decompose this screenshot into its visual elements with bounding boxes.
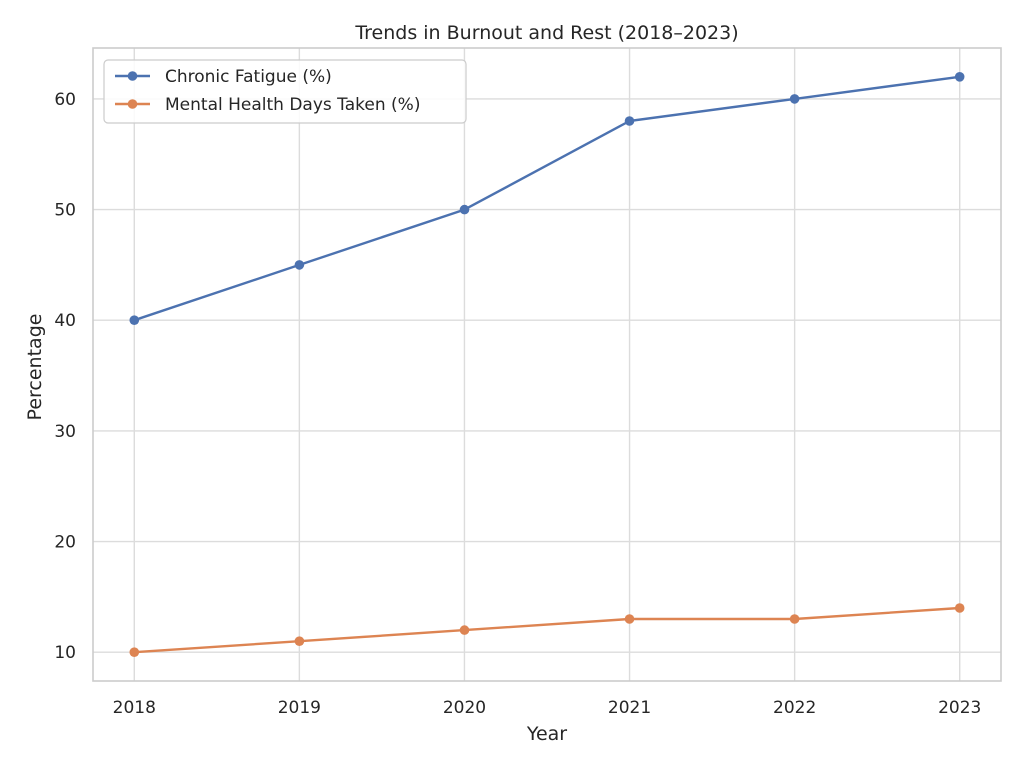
y-tick-label: 10 (54, 643, 76, 663)
legend-mental-health-days-label: Mental Health Days Taken (%) (165, 95, 420, 115)
x-tick-label: 2023 (938, 698, 981, 718)
y-tick-label: 60 (54, 90, 76, 110)
data-point-mental-health-days-taken-2022 (789, 614, 800, 624)
axes: 2018 2019 2020 2021 2022 2023 10 20 30 40 50 60 (54, 47, 1002, 718)
data-point-mental-health-days-taken-2023 (954, 603, 965, 613)
data-point-chronic-fatigue-2022 (789, 94, 800, 104)
legend-chronic-fatigue-marker (127, 71, 138, 81)
series-lines (133, 75, 961, 654)
series-line-mental-health-days-taken (133, 606, 961, 654)
series-line-chronic-fatigue (133, 75, 961, 322)
data-point-chronic-fatigue-2021 (624, 116, 635, 126)
series-markers (129, 72, 965, 657)
legend-mental-health-days-marker (127, 99, 138, 109)
data-point-mental-health-days-taken-2020 (459, 625, 470, 635)
plot-frame (92, 47, 1002, 682)
data-point-chronic-fatigue-2019 (294, 260, 305, 270)
y-axis-label: Percentage (24, 314, 46, 421)
x-axis-label: Year (526, 723, 567, 745)
data-point-chronic-fatigue-2018 (129, 315, 140, 326)
legend-box (103, 59, 467, 124)
data-point-chronic-fatigue-2023 (954, 72, 965, 82)
data-point-mental-health-days-taken-2019 (294, 636, 305, 646)
grid (93, 48, 1001, 681)
data-point-chronic-fatigue-2020 (459, 204, 470, 215)
data-point-mental-health-days-taken-2018 (129, 647, 140, 657)
x-tick-label: 2021 (608, 698, 651, 718)
legend: Chronic Fatigue (%) Mental Health Days T… (103, 59, 467, 124)
y-tick-label: 30 (54, 422, 76, 442)
chart-title: Trends in Burnout and Rest (2018–2023) (354, 22, 738, 44)
legend-chronic-fatigue-label: Chronic Fatigue (%) (165, 67, 332, 87)
x-tick-label: 2022 (773, 698, 816, 718)
x-tick-label: 2020 (443, 698, 486, 718)
y-tick-label: 50 (54, 201, 76, 221)
x-tick-label: 2018 (113, 698, 156, 718)
y-tick-label: 40 (54, 311, 76, 331)
x-tick-label: 2019 (278, 698, 321, 718)
data-point-mental-health-days-taken-2021 (624, 614, 635, 624)
y-tick-label: 20 (54, 533, 76, 553)
